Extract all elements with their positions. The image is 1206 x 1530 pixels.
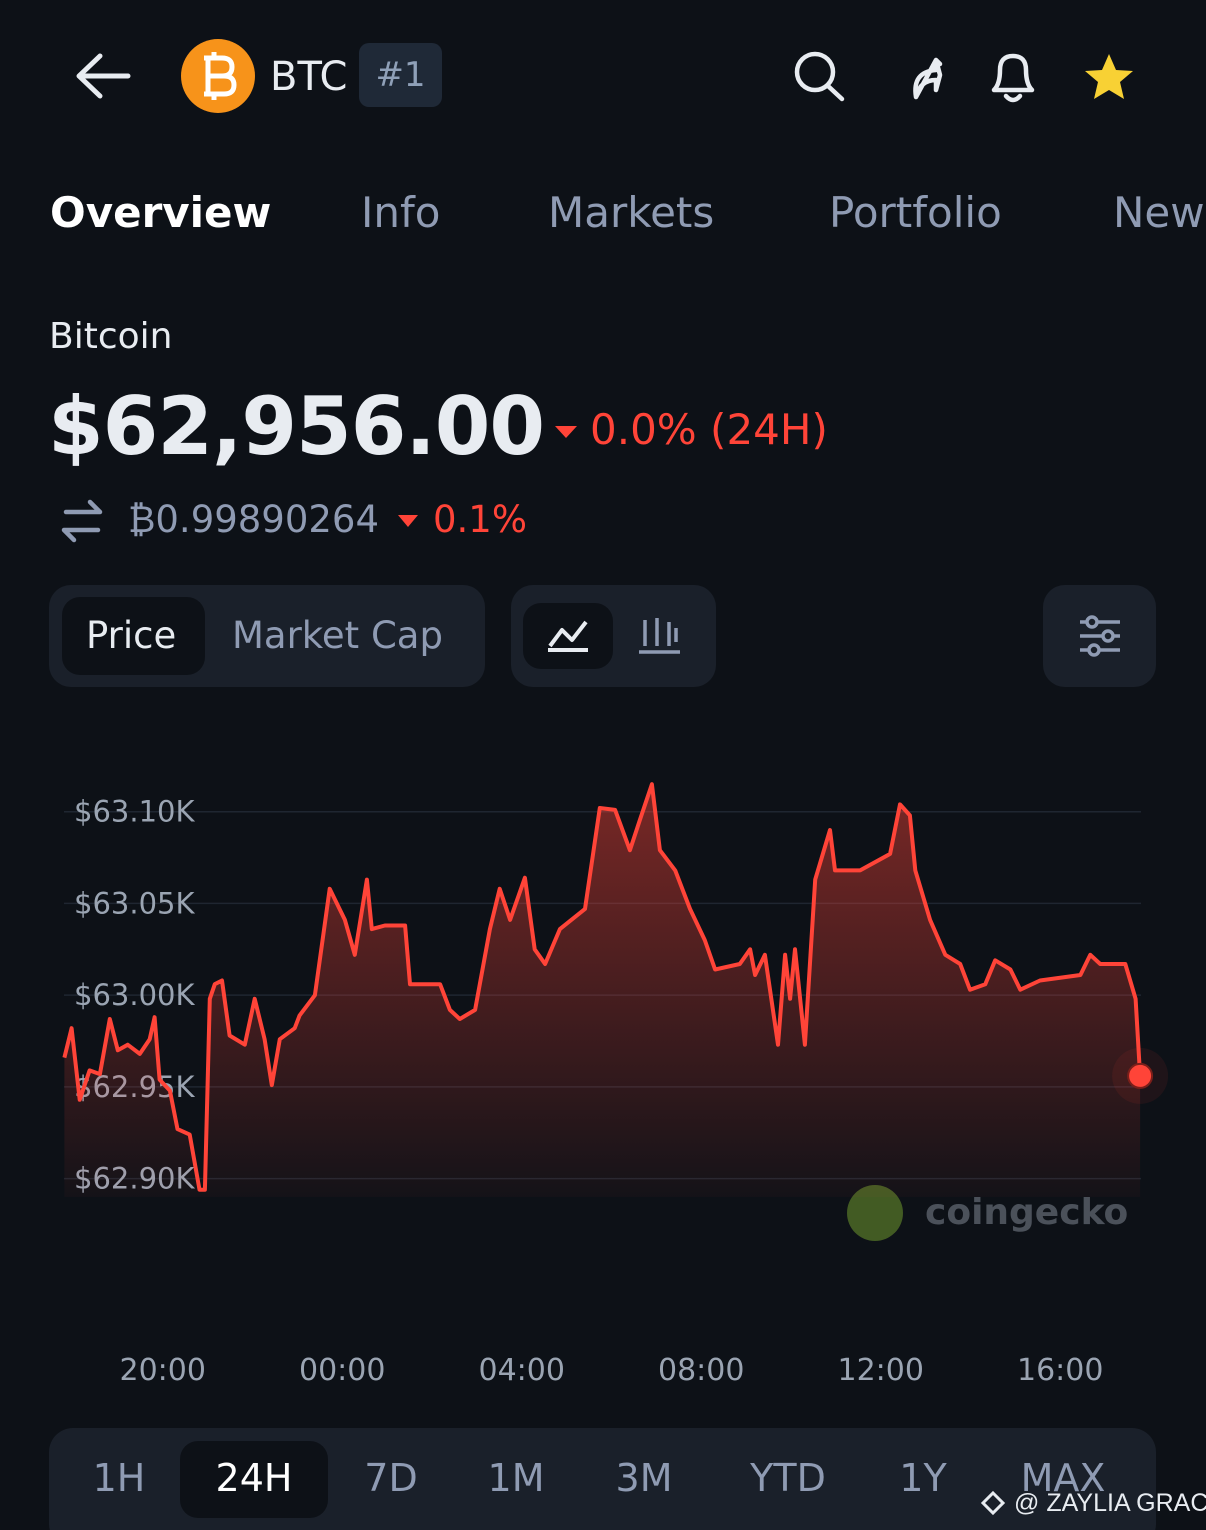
symbol: BTC: [270, 54, 348, 100]
search-icon[interactable]: [794, 51, 845, 102]
btc-change: 0.1%: [433, 498, 527, 541]
area-fill: [64, 784, 1141, 1197]
price-line: [62, 782, 1143, 1192]
tab[interactable]: New: [1113, 188, 1205, 237]
toggle-selected[interactable]: [62, 597, 205, 675]
tab-active[interactable]: Overview: [50, 188, 272, 237]
share-icon[interactable]: [913, 57, 943, 100]
tab[interactable]: Portfolio: [829, 188, 1002, 237]
candle-icon[interactable]: [639, 618, 680, 654]
swap-icon: [61, 499, 103, 543]
range[interactable]: 7D: [364, 1456, 418, 1500]
price-change: 0.0% (24H): [590, 405, 828, 454]
range[interactable]: 3M: [615, 1456, 673, 1500]
plot: $62.90K$62.95K$63.00K$63.05K$63.10K20:00…: [62, 782, 1169, 1388]
range[interactable]: 1Y: [899, 1456, 947, 1500]
tab[interactable]: Info: [361, 188, 441, 237]
price: $62,956.00: [48, 380, 545, 473]
btc-price: ₿0.99890264: [128, 498, 380, 541]
sliders-icon: [1080, 615, 1120, 657]
down-arrow: [398, 515, 418, 527]
x-tick-label: 20:00: [119, 1353, 205, 1388]
range[interactable]: 1H: [92, 1456, 146, 1500]
watermark: coingecko: [925, 1192, 1128, 1233]
tab[interactable]: Markets: [548, 188, 715, 237]
toggle-market-cap[interactable]: Market Cap: [232, 614, 443, 657]
range[interactable]: YTD: [750, 1456, 826, 1500]
x-tick-label: 12:00: [837, 1353, 923, 1388]
rank: #1: [375, 55, 426, 95]
range-active[interactable]: 24H: [215, 1456, 293, 1500]
y-tick-label: $63.05K: [74, 886, 195, 920]
line-chart-icon: [548, 620, 588, 652]
x-tick-label: 00:00: [299, 1353, 385, 1388]
y-tick-label: $63.10K: [74, 795, 195, 829]
back-icon[interactable]: [76, 53, 131, 99]
last-point: [1127, 1062, 1154, 1089]
down-arrow: [555, 426, 577, 438]
coin-name: Bitcoin: [49, 316, 173, 357]
range[interactable]: 1M: [487, 1456, 545, 1500]
x-tick-label: 08:00: [658, 1353, 744, 1388]
credit: @ ZAYLIA GRACE: [1014, 1489, 1206, 1517]
range-selected[interactable]: [180, 1441, 328, 1518]
btc-glyph: [204, 52, 237, 100]
credit-icon: [980, 1490, 1006, 1516]
y-tick-label: $63.00K: [74, 978, 195, 1012]
rank-badge: [359, 43, 442, 107]
bell-icon[interactable]: [991, 53, 1035, 103]
range[interactable]: MAX: [1020, 1456, 1106, 1500]
toggle-price[interactable]: Price: [86, 614, 177, 657]
x-tick-label: 04:00: [478, 1353, 564, 1388]
star-icon[interactable]: [1085, 54, 1133, 99]
watermark-logo: [847, 1185, 903, 1241]
x-tick-label: 16:00: [1017, 1353, 1103, 1388]
